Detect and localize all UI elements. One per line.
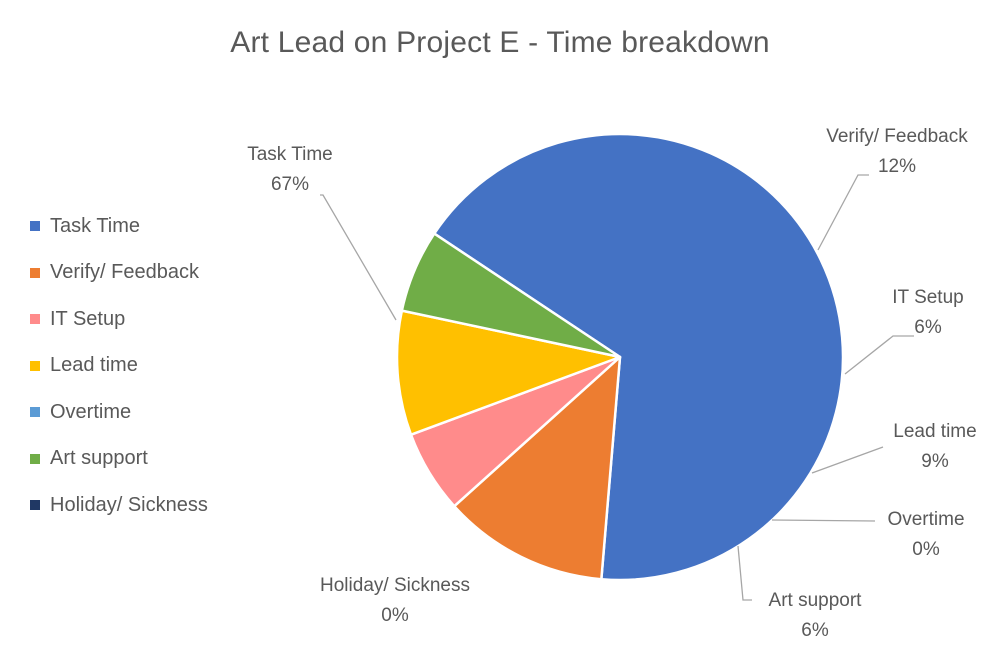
data-label-name-art-support: Art support [769,590,863,611]
pie-slice-verify-feedback [453,355,622,581]
legend-swatch [30,267,40,278]
pie-slice-lead-time [395,309,622,436]
legend-item-overtime: Overtime [30,389,208,436]
leader-line-task-time [320,194,397,321]
legend-swatch [30,453,40,464]
leader-line-overtime [771,519,876,522]
legend-item-task-time: Task Time [30,203,208,250]
leader-line-art-support [737,545,752,601]
data-label-percent-holiday-sickness: 0% [381,605,409,626]
legend-swatch [30,360,40,371]
legend: Task Time Verify/ Feedback IT Setup Lead… [30,203,208,529]
leader-line-verify-feedback [817,174,869,251]
data-label-name-verify-feedback: Verify/ Feedback [826,126,968,147]
legend-label: Overtime [50,400,132,423]
legend-label: Verify/ Feedback [50,261,199,284]
data-label-percent-it-setup: 6% [914,317,942,338]
data-label-percent-overtime: 0% [912,539,940,560]
leader-line-it-setup [844,335,914,375]
legend-item-holiday-sickness: Holiday/ Sickness [30,482,208,529]
data-label-name-overtime: Overtime [887,509,964,530]
data-label-percent-task-time: 67% [271,174,309,195]
data-label-percent-art-support: 6% [801,620,829,641]
pie-slice-art-support [400,232,622,359]
legend-label: Lead time [50,354,138,377]
legend-label: Task Time [50,214,141,237]
data-label-percent-lead-time: 9% [921,451,949,472]
legend-label: Art support [50,447,148,470]
legend-item-lead-time: Lead time [30,343,208,390]
pie-slice-task-time [433,132,845,582]
legend-swatch [30,314,40,325]
legend-swatch [30,221,40,232]
data-label-name-holiday-sickness: Holiday/ Sickness [320,575,470,596]
data-label-name-it-setup: IT Setup [892,287,963,308]
legend-swatch [30,500,40,511]
legend-label: IT Setup [50,307,126,330]
legend-item-art-support: Art support [30,436,208,483]
chart-title: Art Lead on Project E - Time breakdown [230,26,770,59]
legend-item-verify-feedback: Verify/ Feedback [30,250,208,297]
data-label-percent-verify-feedback: 12% [878,156,916,177]
legend-swatch [30,407,40,418]
data-label-name-task-time: Task Time [247,144,333,165]
legend-item-it-setup: IT Setup [30,296,208,343]
legend-label: Holiday/ Sickness [50,493,208,516]
data-label-name-lead-time: Lead time [893,421,976,442]
leader-line-lead-time [811,446,884,474]
